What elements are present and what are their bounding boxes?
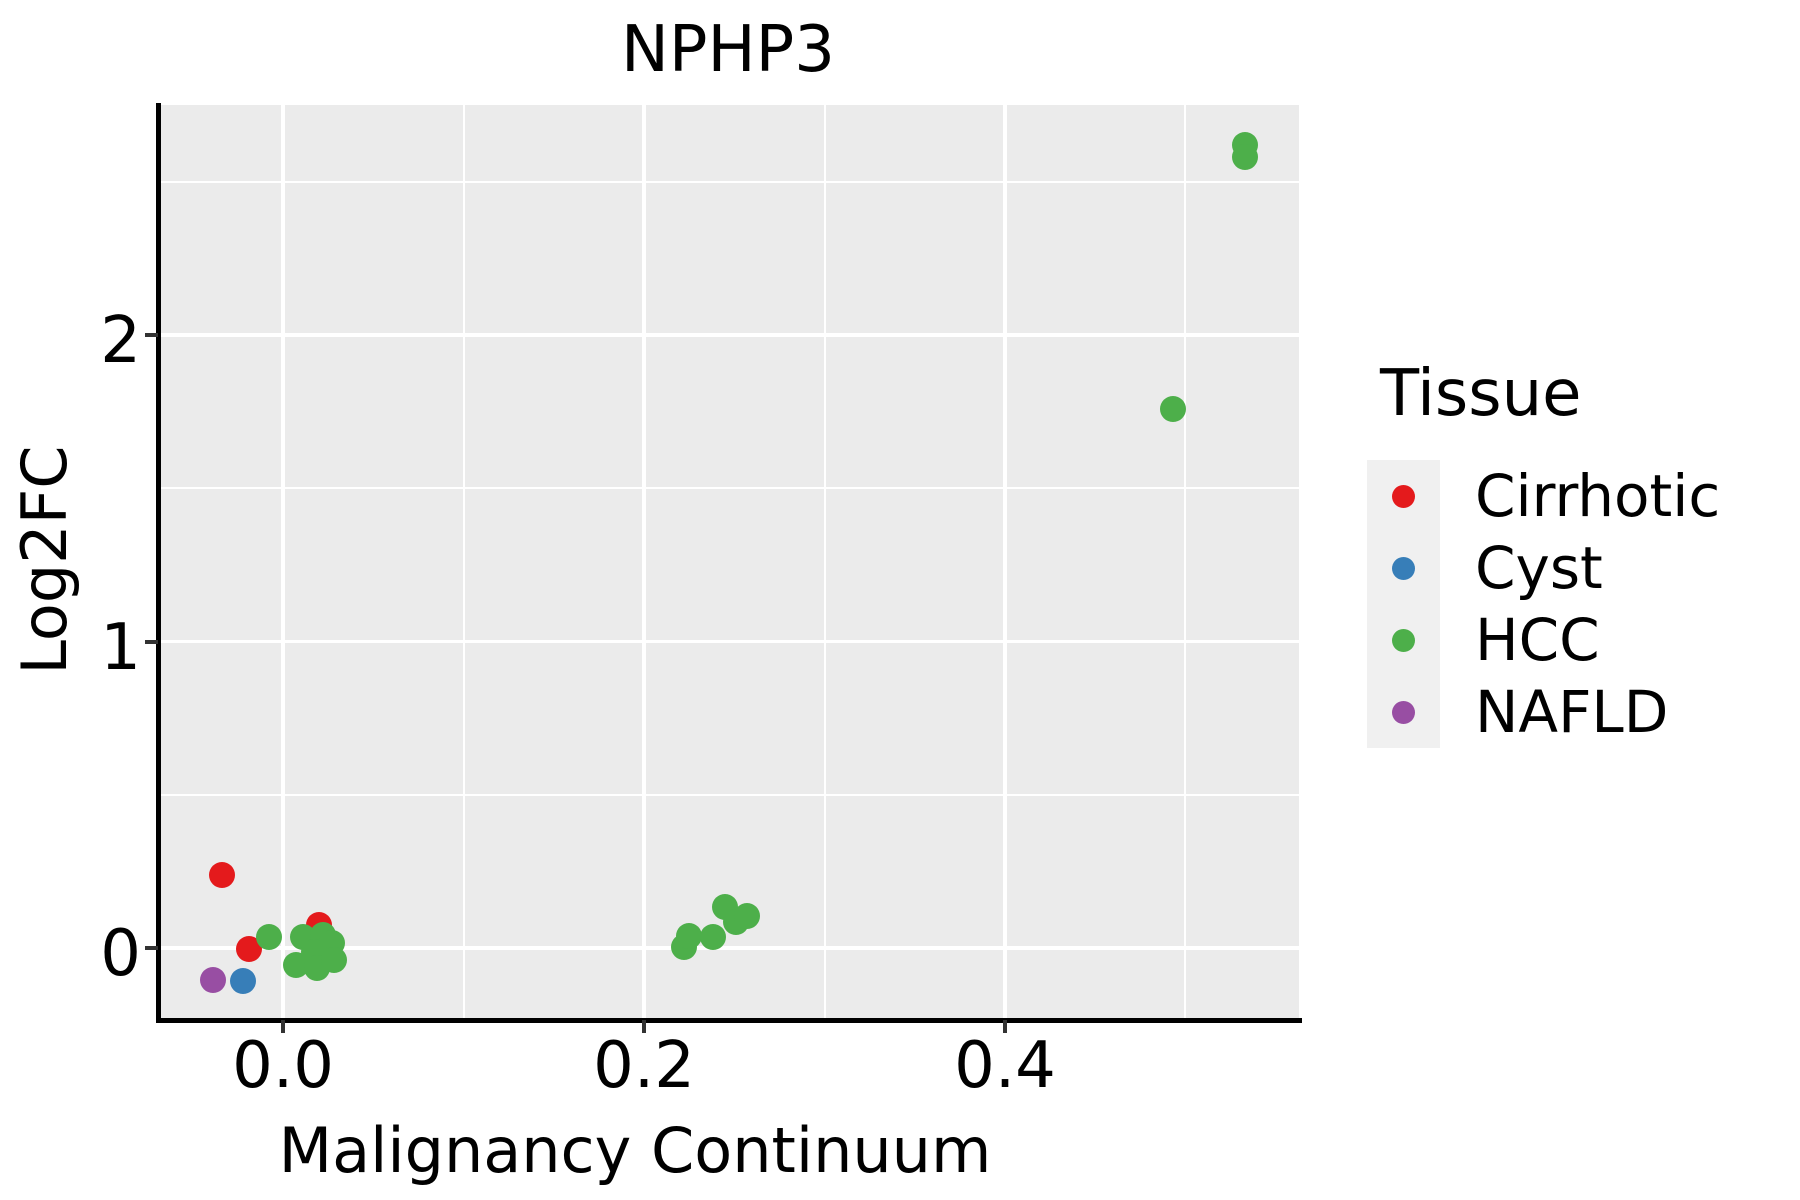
y-tick-label: 2 xyxy=(100,303,141,378)
plot-panel xyxy=(158,105,1299,1020)
data-point-cirrhotic xyxy=(208,862,235,889)
x-minor-gridline xyxy=(823,105,826,1020)
legend-label: HCC xyxy=(1475,606,1600,674)
y-minor-gridline xyxy=(158,180,1299,183)
data-point-hcc xyxy=(676,923,703,950)
legend-item: Cirrhotic xyxy=(1367,460,1720,532)
x-axis-line xyxy=(156,1018,1302,1023)
y-major-gridline xyxy=(158,333,1299,337)
y-minor-gridline xyxy=(158,793,1299,796)
legend: Tissue Cirrhotic Cyst HCC NAFLD xyxy=(1367,362,1720,748)
y-tick-mark xyxy=(145,639,158,644)
data-point-cyst xyxy=(230,968,257,995)
legend-dot-cyst xyxy=(1392,556,1415,580)
y-tick-label: 1 xyxy=(100,610,141,685)
x-major-gridline xyxy=(1003,105,1007,1020)
y-axis-line xyxy=(156,103,161,1022)
data-point-hcc xyxy=(699,923,726,950)
data-point-nafld xyxy=(199,966,226,993)
y-tick-label: 0 xyxy=(100,917,141,991)
x-tick-label: 0.4 xyxy=(954,1029,1056,1103)
chart-title: NPHP3 xyxy=(621,13,835,87)
legend-key xyxy=(1367,676,1440,748)
legend-items: Cirrhotic Cyst HCC NAFLD xyxy=(1367,460,1720,748)
x-axis-title: Malignancy Continuum xyxy=(278,1114,992,1187)
data-point-hcc xyxy=(255,923,282,950)
data-point-hcc xyxy=(1159,395,1186,422)
data-point-hcc xyxy=(320,946,347,973)
legend-key xyxy=(1367,460,1440,532)
legend-dot-hcc xyxy=(1392,628,1415,652)
y-major-gridline xyxy=(158,946,1299,950)
x-tick-mark xyxy=(642,1020,647,1033)
x-tick-mark xyxy=(281,1020,286,1033)
x-minor-gridline xyxy=(1184,105,1187,1020)
legend-label: Cirrhotic xyxy=(1475,462,1721,530)
x-major-gridline xyxy=(642,105,646,1020)
legend-dot-nafld xyxy=(1392,700,1415,724)
legend-label: NAFLD xyxy=(1475,678,1669,746)
x-minor-gridline xyxy=(462,105,465,1020)
legend-item: Cyst xyxy=(1367,532,1720,604)
y-major-gridline xyxy=(158,639,1299,644)
legend-key xyxy=(1367,604,1440,676)
x-major-gridline xyxy=(281,105,285,1020)
legend-dot-cirrhotic xyxy=(1392,484,1415,508)
legend-key xyxy=(1367,532,1440,604)
x-tick-mark xyxy=(1002,1020,1007,1033)
data-point-hcc xyxy=(733,903,760,930)
x-tick-label: 0.0 xyxy=(232,1029,334,1103)
y-tick-mark xyxy=(145,946,158,950)
x-tick-label: 0.2 xyxy=(593,1029,695,1103)
legend-item: HCC xyxy=(1367,604,1720,676)
y-minor-gridline xyxy=(158,487,1299,490)
legend-item: NAFLD xyxy=(1367,676,1720,748)
data-point-hcc xyxy=(1232,143,1259,170)
y-tick-mark xyxy=(145,332,158,337)
legend-title: Tissue xyxy=(1380,357,1582,431)
legend-label: Cyst xyxy=(1475,534,1603,602)
